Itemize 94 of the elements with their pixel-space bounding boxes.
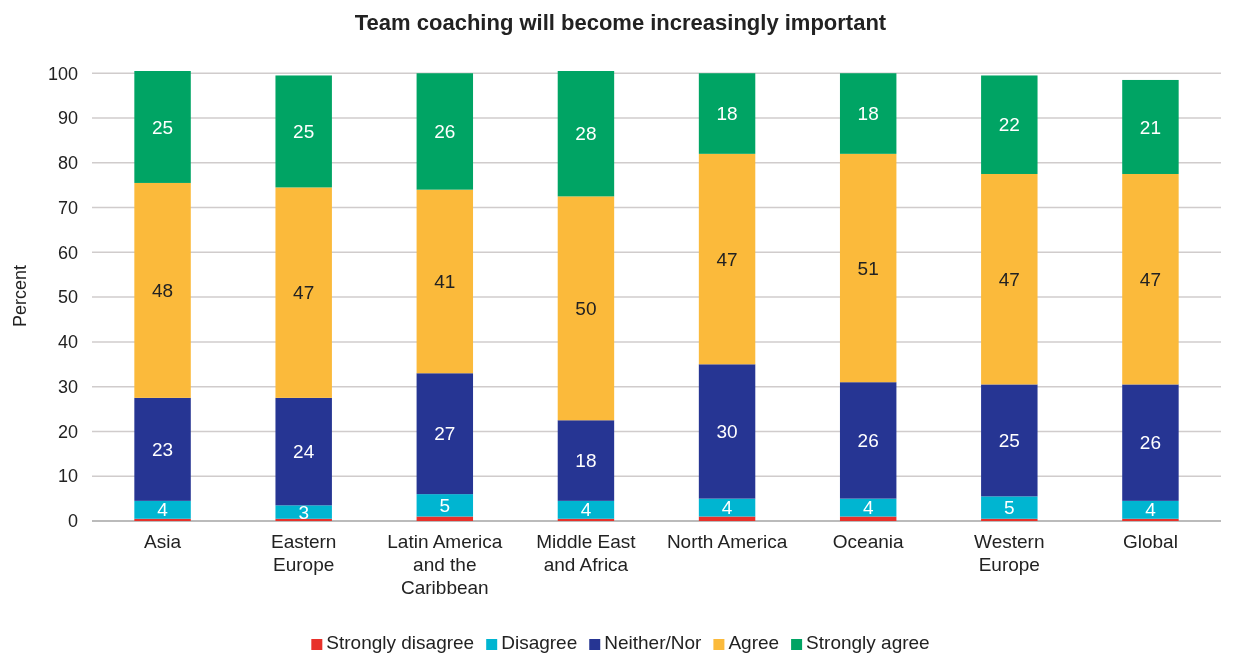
x-tick-label: Middle East and Africa bbox=[536, 531, 637, 576]
bar bbox=[134, 518, 191, 521]
bar bbox=[557, 420, 615, 501]
y-tick-label: 10 bbox=[57, 466, 78, 487]
x-tick-label: Latin America and the Caribbean bbox=[387, 531, 503, 599]
bar bbox=[275, 187, 332, 398]
data-label: 18 bbox=[857, 103, 879, 125]
bar bbox=[557, 196, 615, 421]
data-label: 26 bbox=[1139, 432, 1162, 454]
bar bbox=[557, 71, 615, 197]
y-tick-label: 100 bbox=[47, 63, 78, 84]
y-tick-label: 50 bbox=[57, 287, 78, 308]
y-tick-label: 70 bbox=[57, 197, 78, 218]
y-tick-label: 60 bbox=[57, 242, 78, 263]
data-label: 47 bbox=[998, 268, 1020, 290]
data-label: 4 bbox=[157, 499, 169, 521]
data-label: 18 bbox=[575, 450, 597, 472]
data-label: 48 bbox=[151, 280, 174, 302]
bar bbox=[839, 153, 897, 383]
bar bbox=[839, 73, 897, 154]
bar bbox=[1122, 384, 1179, 501]
data-label: 26 bbox=[857, 430, 879, 452]
legend-label: Neither/Nor bbox=[604, 631, 703, 653]
bar bbox=[134, 71, 191, 183]
data-label: 4 bbox=[1145, 499, 1157, 521]
bar bbox=[416, 494, 474, 517]
data-label: 3 bbox=[298, 501, 309, 523]
data-label: 24 bbox=[293, 441, 315, 463]
data-label: 25 bbox=[998, 430, 1020, 452]
legend-label: Agree bbox=[728, 631, 780, 653]
bar bbox=[1122, 518, 1179, 521]
x-tick-label: Asia bbox=[144, 531, 182, 553]
bar bbox=[275, 397, 332, 506]
bar bbox=[981, 384, 1038, 497]
bar bbox=[1122, 500, 1179, 519]
bar bbox=[134, 397, 191, 501]
bar bbox=[698, 73, 756, 154]
bar bbox=[981, 173, 1038, 385]
y-tick-label: 90 bbox=[57, 108, 78, 129]
data-label: 41 bbox=[434, 271, 456, 293]
data-label: 4 bbox=[721, 497, 733, 519]
x-tick-label: Oceania bbox=[832, 531, 904, 553]
data-label: 28 bbox=[575, 123, 597, 145]
bar bbox=[839, 498, 897, 517]
bar bbox=[275, 75, 332, 188]
bar bbox=[416, 73, 474, 190]
bar bbox=[981, 496, 1038, 519]
x-tick-label: North America bbox=[666, 531, 788, 553]
data-label: 47 bbox=[293, 282, 315, 304]
data-label: 4 bbox=[862, 497, 874, 519]
y-axis-title: Percent bbox=[10, 264, 30, 328]
legend-label: Disagree bbox=[501, 631, 578, 653]
bar bbox=[416, 373, 474, 495]
data-label: 18 bbox=[716, 103, 738, 125]
data-label: 47 bbox=[1139, 268, 1162, 290]
bar bbox=[1122, 79, 1179, 174]
bar bbox=[698, 498, 756, 517]
bar bbox=[134, 182, 191, 398]
data-label: 30 bbox=[716, 421, 738, 443]
data-label: 21 bbox=[1139, 116, 1162, 138]
bar bbox=[698, 364, 756, 499]
legend-label: Strongly disagree bbox=[326, 631, 475, 653]
data-label: 5 bbox=[1004, 497, 1015, 519]
y-tick-label: 30 bbox=[57, 376, 78, 397]
bar bbox=[275, 518, 332, 521]
bar bbox=[981, 75, 1038, 174]
data-label: 25 bbox=[293, 121, 315, 143]
data-label: 22 bbox=[998, 114, 1020, 136]
bar bbox=[134, 500, 191, 519]
x-tick-label: Eastern Europe bbox=[270, 531, 337, 576]
x-tick-label: Global bbox=[1122, 531, 1178, 553]
bar bbox=[557, 500, 615, 519]
bar bbox=[275, 505, 332, 519]
data-label: 50 bbox=[575, 297, 597, 319]
chart-title: Team coaching will become increasingly important bbox=[354, 10, 887, 35]
data-label: 23 bbox=[151, 439, 174, 461]
data-label: 51 bbox=[857, 257, 879, 279]
data-label: 25 bbox=[151, 116, 174, 138]
y-tick-label: 80 bbox=[57, 153, 78, 174]
x-tick-label: Western Europe bbox=[974, 531, 1045, 576]
bar bbox=[839, 382, 897, 499]
y-tick-label: 0 bbox=[67, 511, 78, 532]
bar bbox=[1122, 173, 1179, 385]
legend-label: Strongly agree bbox=[806, 631, 930, 653]
data-label: 27 bbox=[434, 423, 456, 445]
data-label: 47 bbox=[716, 248, 738, 270]
data-label: 4 bbox=[580, 499, 592, 521]
y-tick-label: 20 bbox=[57, 421, 78, 442]
y-tick-label: 40 bbox=[57, 332, 78, 353]
data-label: 5 bbox=[439, 494, 451, 516]
data-label: 26 bbox=[434, 121, 456, 143]
bar bbox=[698, 153, 756, 365]
bar bbox=[981, 518, 1038, 521]
bar bbox=[416, 189, 474, 374]
